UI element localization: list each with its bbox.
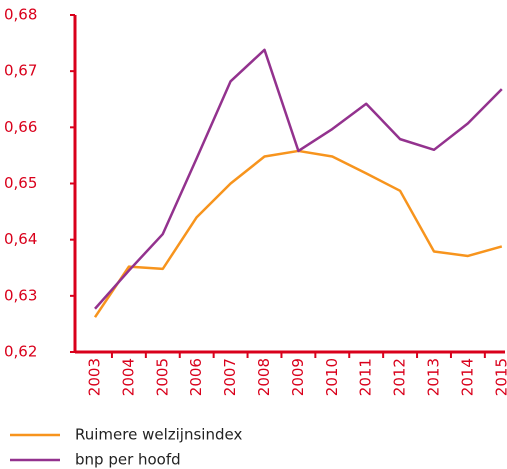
- y-tick-label: 0,68: [4, 6, 37, 24]
- x-tick-label: 2005: [153, 358, 171, 396]
- x-tick-label: 2009: [289, 358, 307, 396]
- y-tick-label: 0,67: [4, 62, 37, 80]
- x-tick-label: 2012: [391, 358, 409, 396]
- y-tick-label: 0,66: [4, 118, 37, 136]
- series-line: [93, 149, 503, 318]
- x-tick-label: 2014: [458, 358, 476, 396]
- x-tick-label: 2006: [187, 358, 205, 396]
- series-line: [94, 48, 503, 310]
- legend-label: bnp per hoofd: [75, 451, 181, 469]
- x-tick-label: 2007: [221, 358, 239, 396]
- y-tick-label: 0,63: [4, 286, 37, 304]
- x-tick-label: 2003: [86, 358, 104, 396]
- x-tick-label: 2010: [323, 358, 341, 396]
- x-tick-label: 2013: [425, 358, 443, 396]
- x-tick-label: 2008: [255, 358, 273, 396]
- y-tick-label: 0,64: [4, 230, 37, 248]
- y-tick-label: 0,62: [4, 343, 37, 361]
- y-tick-label: 0,65: [4, 174, 37, 192]
- x-tick-label: 2011: [357, 358, 375, 396]
- x-tick-label: 2004: [119, 358, 137, 396]
- x-tick-label: 2015: [492, 358, 507, 396]
- legend-label: Ruimere welzijnsindex: [75, 426, 242, 444]
